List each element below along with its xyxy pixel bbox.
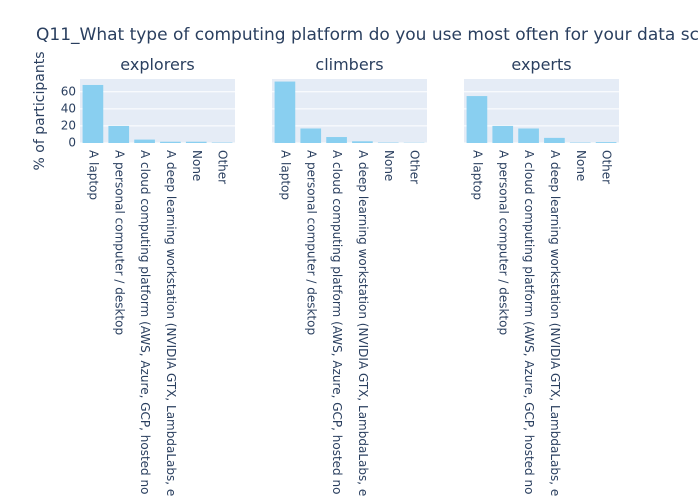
x-tick-label: A deep learning workstation (NVIDIA GTX,… <box>356 150 370 496</box>
y-axis-label: % of participants <box>32 51 48 170</box>
x-tick-label: A laptop <box>278 150 292 200</box>
subplot-title: climbers <box>315 55 383 74</box>
bar <box>108 125 130 143</box>
x-tick-label: A laptop <box>470 150 484 200</box>
bar <box>160 141 181 143</box>
bar <box>544 137 565 143</box>
y-tick-label: 40 <box>61 101 76 115</box>
x-tick-label: A cloud computing platform (AWS, Azure, … <box>522 150 536 494</box>
y-tick-label: 60 <box>61 84 76 98</box>
subplot-title: explorers <box>120 55 194 74</box>
x-tick-label: Other <box>600 150 614 184</box>
x-tick-label: A deep learning workstation (NVIDIA GTX,… <box>548 150 562 496</box>
x-tick-label: A laptop <box>86 150 100 200</box>
bar <box>595 142 617 143</box>
plot-background <box>272 79 427 143</box>
bar <box>185 141 207 143</box>
bar <box>82 84 104 143</box>
y-tick-label: 0 <box>68 136 76 150</box>
x-tick-label: A cloud computing platform (AWS, Azure, … <box>330 150 344 494</box>
x-tick-label: A personal computer / desktop <box>304 150 318 335</box>
plot-background <box>80 79 235 143</box>
bar <box>352 141 373 143</box>
bar <box>518 128 539 143</box>
x-tick-label: A cloud computing platform (AWS, Azure, … <box>138 150 152 494</box>
x-tick-label: None <box>190 150 204 181</box>
x-tick-label: A personal computer / desktop <box>496 150 510 335</box>
bar <box>300 128 322 143</box>
plot-background <box>464 79 619 143</box>
y-tick-label: 20 <box>61 118 76 132</box>
chart-title: Q11_What type of computing platform do y… <box>36 25 699 45</box>
x-tick-label: A deep learning workstation (NVIDIA GTX,… <box>164 150 178 496</box>
x-tick-label: None <box>382 150 396 181</box>
bar <box>466 96 488 143</box>
bar <box>492 125 514 143</box>
x-tick-label: None <box>574 150 588 181</box>
x-tick-label: Other <box>216 150 230 184</box>
bar <box>326 137 347 143</box>
bar <box>134 139 155 143</box>
bar <box>274 81 296 143</box>
subplot-title: experts <box>511 55 571 74</box>
x-tick-label: A personal computer / desktop <box>112 150 126 335</box>
x-tick-label: Other <box>408 150 422 184</box>
